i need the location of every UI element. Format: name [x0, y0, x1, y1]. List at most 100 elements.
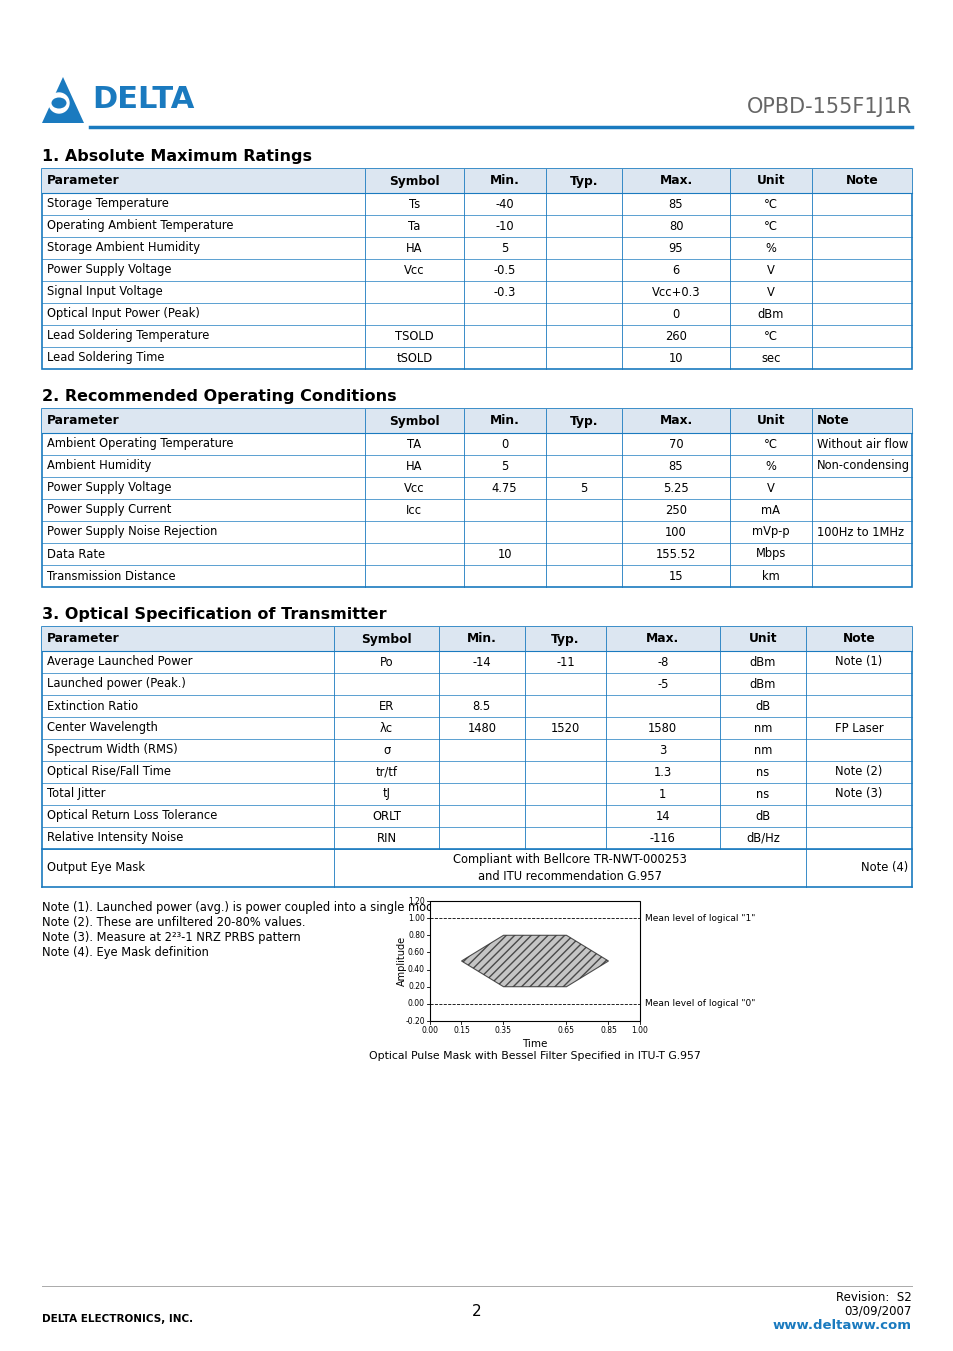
- Text: Without air flow: Without air flow: [816, 438, 907, 450]
- Text: Data Rate: Data Rate: [47, 547, 105, 561]
- Text: 03/09/2007: 03/09/2007: [843, 1305, 911, 1319]
- Text: 100: 100: [664, 526, 686, 539]
- Text: 8.5: 8.5: [473, 700, 491, 712]
- Text: -0.3: -0.3: [493, 285, 516, 299]
- Text: Note (2): Note (2): [835, 766, 882, 778]
- Text: -5: -5: [657, 677, 668, 690]
- Text: 0.20: 0.20: [408, 982, 424, 992]
- Text: Power Supply Voltage: Power Supply Voltage: [47, 481, 172, 494]
- Text: 80: 80: [668, 219, 682, 232]
- Text: λc: λc: [379, 721, 393, 735]
- Text: Unit: Unit: [756, 415, 784, 427]
- Text: Min.: Min.: [466, 632, 497, 646]
- Text: 1580: 1580: [648, 721, 677, 735]
- Text: 0.00: 0.00: [408, 1000, 424, 1008]
- Text: Note (1). Launched power (avg.) is power coupled into a single mode fiber.: Note (1). Launched power (avg.) is power…: [42, 901, 473, 915]
- Text: °C: °C: [763, 330, 777, 343]
- Text: HA: HA: [406, 459, 422, 473]
- Text: Non-condensing: Non-condensing: [816, 459, 909, 473]
- Text: TA: TA: [407, 438, 421, 450]
- Text: Note (3). Measure at 2²³-1 NRZ PRBS pattern: Note (3). Measure at 2²³-1 NRZ PRBS patt…: [42, 931, 300, 944]
- Text: 14: 14: [655, 809, 669, 823]
- Text: Lead Soldering Temperature: Lead Soldering Temperature: [47, 330, 209, 343]
- Text: Power Supply Noise Rejection: Power Supply Noise Rejection: [47, 526, 217, 539]
- Text: Parameter: Parameter: [47, 415, 120, 427]
- Bar: [42, 627, 911, 651]
- Text: Note (4). Eye Mask definition: Note (4). Eye Mask definition: [42, 946, 209, 959]
- Text: 5: 5: [500, 242, 508, 254]
- Circle shape: [49, 93, 69, 113]
- Text: Note: Note: [844, 174, 878, 188]
- Text: V: V: [766, 481, 774, 494]
- Text: Max.: Max.: [659, 174, 692, 188]
- Text: 0.65: 0.65: [558, 1025, 575, 1035]
- Text: dB: dB: [755, 809, 770, 823]
- Polygon shape: [42, 77, 84, 123]
- Text: 1. Absolute Maximum Ratings: 1. Absolute Maximum Ratings: [42, 149, 312, 163]
- Text: Lead Soldering Time: Lead Soldering Time: [47, 351, 164, 365]
- Text: Ambient Operating Temperature: Ambient Operating Temperature: [47, 438, 233, 450]
- Text: 100Hz to 1MHz: 100Hz to 1MHz: [816, 526, 902, 539]
- Text: Mbps: Mbps: [755, 547, 785, 561]
- Text: Symbol: Symbol: [361, 632, 412, 646]
- Text: Note (3): Note (3): [835, 788, 882, 801]
- Text: °C: °C: [763, 438, 777, 450]
- Text: 1480: 1480: [467, 721, 496, 735]
- Text: tSOLD: tSOLD: [395, 351, 432, 365]
- Text: Typ.: Typ.: [551, 632, 579, 646]
- Text: 95: 95: [668, 242, 682, 254]
- Bar: [42, 627, 911, 848]
- Text: Compliant with Bellcore TR-NWT-000253
and ITU recommendation G.957: Compliant with Bellcore TR-NWT-000253 an…: [453, 852, 686, 884]
- Text: 10: 10: [668, 351, 682, 365]
- Bar: [42, 409, 911, 434]
- Text: Ta: Ta: [408, 219, 420, 232]
- Text: 155.52: 155.52: [655, 547, 696, 561]
- Text: Max.: Max.: [645, 632, 679, 646]
- Text: 70: 70: [668, 438, 682, 450]
- Text: -11: -11: [556, 655, 574, 669]
- Text: Note (2). These are unfiltered 20-80% values.: Note (2). These are unfiltered 20-80% va…: [42, 916, 305, 929]
- Text: dBm: dBm: [749, 655, 776, 669]
- Text: Storage Ambient Humidity: Storage Ambient Humidity: [47, 242, 200, 254]
- Text: 1.00: 1.00: [631, 1025, 648, 1035]
- Text: Signal Input Voltage: Signal Input Voltage: [47, 285, 163, 299]
- Text: Vcc+0.3: Vcc+0.3: [651, 285, 700, 299]
- Text: 1.20: 1.20: [408, 897, 424, 905]
- Text: Note: Note: [841, 632, 875, 646]
- Text: 4.75: 4.75: [492, 481, 517, 494]
- Text: 85: 85: [668, 197, 682, 211]
- Text: km: km: [761, 570, 779, 582]
- Bar: [42, 409, 911, 586]
- Text: Symbol: Symbol: [389, 174, 439, 188]
- Text: Ts: Ts: [408, 197, 419, 211]
- Text: 85: 85: [668, 459, 682, 473]
- Text: 2. Recommended Operating Conditions: 2. Recommended Operating Conditions: [42, 389, 396, 404]
- Text: nm: nm: [753, 721, 771, 735]
- Text: FP Laser: FP Laser: [834, 721, 882, 735]
- Text: tJ: tJ: [382, 788, 390, 801]
- Text: Optical Input Power (Peak): Optical Input Power (Peak): [47, 308, 200, 320]
- Bar: [42, 169, 911, 369]
- Text: Operating Ambient Temperature: Operating Ambient Temperature: [47, 219, 233, 232]
- Text: sec: sec: [760, 351, 780, 365]
- Text: dBm: dBm: [757, 308, 783, 320]
- Text: 3. Optical Specification of Transmitter: 3. Optical Specification of Transmitter: [42, 607, 386, 621]
- Text: Min.: Min.: [489, 415, 519, 427]
- Text: TSOLD: TSOLD: [395, 330, 434, 343]
- Text: Optical Pulse Mask with Bessel Filter Specified in ITU-T G.957: Optical Pulse Mask with Bessel Filter Sp…: [369, 1051, 700, 1061]
- Text: Center Wavelength: Center Wavelength: [47, 721, 157, 735]
- Text: 260: 260: [664, 330, 686, 343]
- Text: Power Supply Current: Power Supply Current: [47, 504, 172, 516]
- Text: Mean level of logical "0": Mean level of logical "0": [644, 1000, 755, 1008]
- Bar: [42, 169, 911, 193]
- Text: 0.00: 0.00: [421, 1025, 438, 1035]
- Text: Unit: Unit: [756, 174, 784, 188]
- Text: °C: °C: [763, 197, 777, 211]
- Text: 0.80: 0.80: [408, 931, 424, 940]
- Text: 0.85: 0.85: [599, 1025, 617, 1035]
- Text: 0.35: 0.35: [495, 1025, 512, 1035]
- Text: Average Launched Power: Average Launched Power: [47, 655, 193, 669]
- Text: Transmission Distance: Transmission Distance: [47, 570, 175, 582]
- Text: Amplitude: Amplitude: [396, 936, 407, 986]
- Text: 1520: 1520: [550, 721, 579, 735]
